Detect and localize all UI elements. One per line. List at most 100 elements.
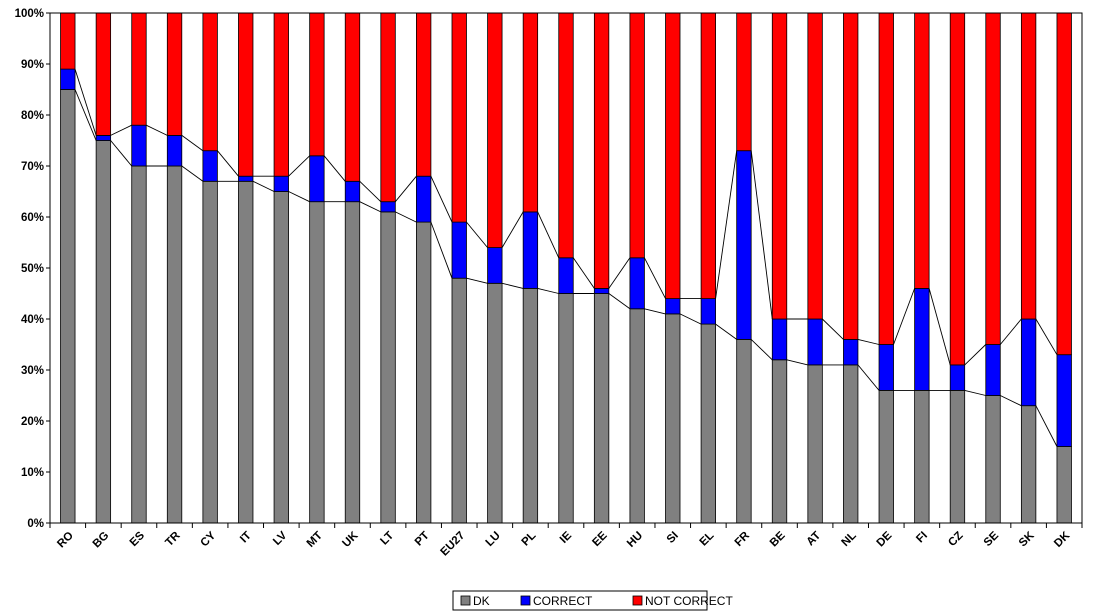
legend-swatch-dk [460, 595, 471, 606]
axes-layer [46, 12, 1083, 528]
x-tick-label-tr: TR [163, 529, 183, 549]
y-tick-label: 30% [21, 365, 44, 377]
y-tick-label: 50% [21, 263, 44, 275]
series-line-correct-10 [430, 176, 453, 223]
bar-dk-it [238, 180, 254, 524]
series-line-dk-9 [395, 211, 417, 223]
bar-correct-lu [487, 247, 503, 284]
bar-not-correct-ee [593, 12, 610, 289]
series-line-correct-14 [572, 257, 595, 289]
x-tick-label-be: BE [768, 529, 788, 549]
series-line-dk-13 [537, 287, 559, 294]
bar-dk-dk [1056, 446, 1072, 524]
bar-dk-ro [60, 89, 76, 524]
series-line-correct-0 [74, 68, 97, 136]
legend: DK CORRECT NOT CORRECT [452, 590, 733, 611]
bar-not-correct-el [700, 12, 716, 300]
x-tick-label-nl: NL [839, 530, 858, 549]
bar-correct-si [665, 298, 681, 315]
bar-correct-ro [60, 68, 76, 90]
legend-swatch-not-correct [632, 595, 643, 606]
bar-correct-de [878, 344, 894, 391]
y-tick-label: 70% [21, 161, 44, 173]
series-line-dk-25 [964, 389, 986, 396]
series-line-dk-15 [608, 293, 631, 310]
x-tick-label-fr: FR [733, 529, 753, 549]
x-tick-label-it: IT [238, 530, 254, 546]
bar-correct-bg [95, 134, 112, 141]
bar-correct-cy [202, 150, 218, 182]
bar-dk-el [700, 323, 716, 524]
bar-not-correct-es [131, 12, 147, 126]
bar-correct-at [807, 318, 823, 366]
series-line-dk-12 [501, 282, 524, 289]
bar-dk-be [771, 359, 788, 524]
legend-box [452, 590, 708, 611]
x-tick-label-cz: CZ [946, 530, 965, 549]
series-line-dk-26 [1000, 395, 1022, 407]
series-line-correct-16 [644, 257, 666, 299]
bar-dk-sk [1020, 405, 1037, 524]
bar-correct-pl [522, 211, 539, 289]
bar-not-correct-fi [914, 12, 930, 289]
series-line-correct-11 [466, 221, 488, 248]
series-line-correct-7 [323, 155, 346, 182]
bar-not-correct-pl [522, 12, 539, 213]
series-line-dk-8 [359, 201, 382, 213]
x-tick-label-lv: LV [271, 529, 290, 548]
bar-correct-el [700, 298, 716, 325]
x-tick-label-se: SE [982, 529, 1002, 549]
series-line-dk-1 [110, 140, 133, 167]
bar-dk-lt [380, 211, 396, 524]
bar-correct-se [985, 344, 1001, 396]
bar-correct-mt [309, 155, 325, 203]
series-line-correct-23 [893, 288, 916, 345]
legend-swatch-correct [520, 595, 531, 606]
series-line-correct-2 [146, 124, 168, 136]
bar-dk-at [807, 364, 823, 524]
bar-dk-uk [344, 201, 361, 524]
series-line-dk-18 [715, 323, 737, 340]
legend-label-dk: DK [473, 594, 490, 608]
bar-correct-lt [380, 201, 396, 213]
series-line-correct-6 [288, 155, 310, 177]
x-tick-label-bg: BG [91, 530, 112, 551]
y-tick-label: 100% [15, 8, 44, 20]
bar-not-correct-tr [166, 12, 183, 136]
bar-correct-ee [593, 287, 610, 294]
x-tick-label-el: EL [698, 530, 717, 549]
x-tick-label-de: DE [875, 529, 895, 549]
bar-not-correct-fr [736, 12, 752, 152]
bar-correct-sk [1020, 318, 1037, 407]
bar-not-correct-dk [1056, 12, 1072, 356]
bar-dk-lv [273, 191, 289, 524]
y-tick-label: 0% [27, 518, 44, 530]
bar-correct-hu [629, 257, 645, 310]
bar-dk-fi [914, 389, 930, 524]
series-line-correct-21 [822, 318, 844, 340]
series-line-dk-5 [252, 180, 275, 192]
y-tick-label: 60% [21, 212, 44, 224]
bar-dk-lu [487, 282, 503, 524]
series-line-dk-6 [288, 191, 310, 203]
x-tick-label-lu: LU [484, 530, 503, 549]
bar-dk-cy [202, 180, 218, 524]
y-tick-label: 90% [21, 59, 44, 71]
series-line-correct-1 [110, 124, 132, 136]
bar-correct-eu27 [451, 221, 467, 279]
bar-dk-pt [416, 221, 432, 524]
x-tick-label-si: SI [665, 530, 681, 546]
x-tick-label-lt: LT [378, 530, 396, 548]
x-tick-label-fi: FI [914, 530, 930, 546]
bar-dk-hu [629, 308, 645, 524]
bar-not-correct-de [878, 12, 894, 345]
bar-correct-fi [914, 287, 930, 391]
x-tick-label-pt: PT [413, 530, 432, 549]
bar-dk-bg [95, 140, 112, 524]
bar-not-correct-mt [309, 12, 325, 157]
series-line-correct-19 [750, 150, 773, 320]
bars-layer [60, 12, 1072, 524]
bar-dk-es [131, 165, 147, 524]
bar-dk-de [878, 389, 894, 524]
